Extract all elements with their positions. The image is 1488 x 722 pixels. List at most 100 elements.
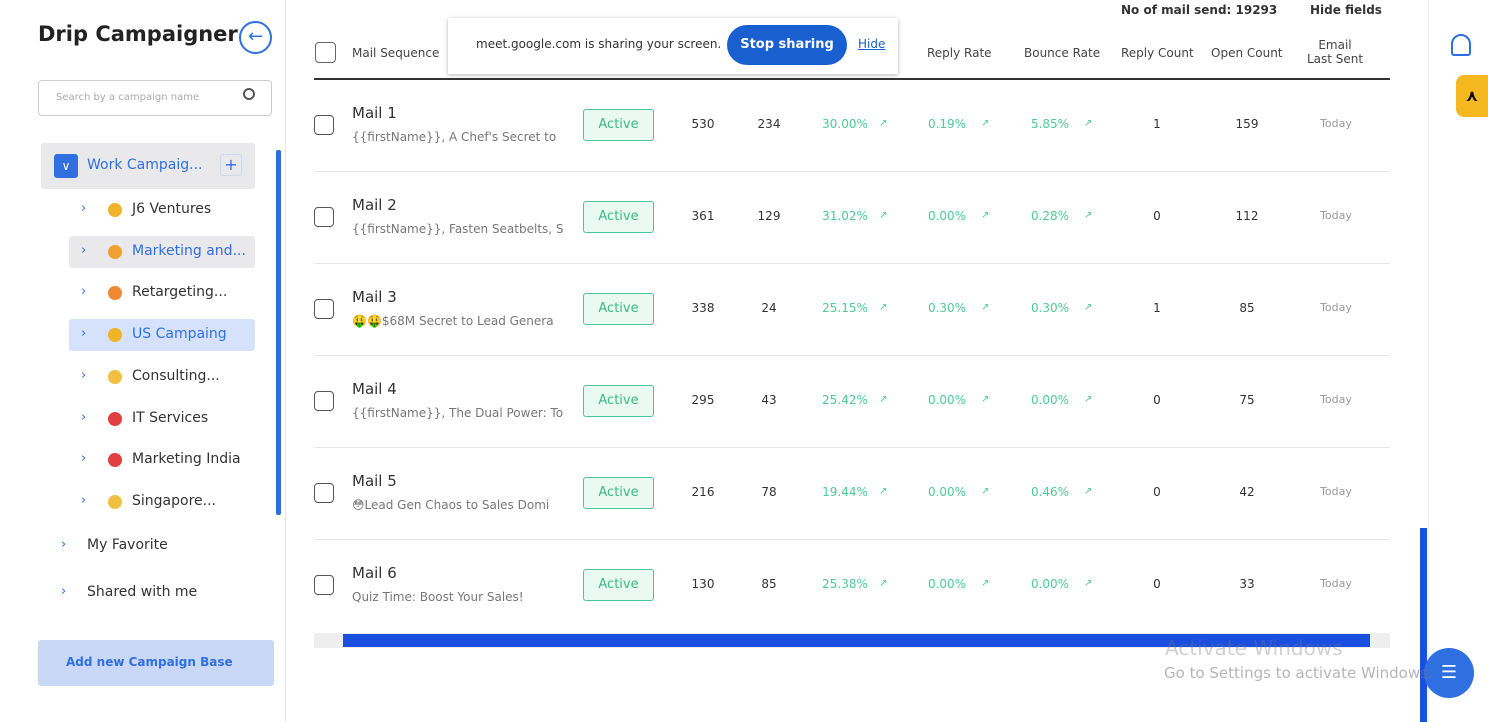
chevron: ›	[61, 537, 67, 552]
status-badge: Active	[583, 477, 654, 509]
bell-icon[interactable]	[1451, 34, 1471, 56]
trend-icon: ↗	[879, 578, 888, 589]
cell-6: 0.00%	[927, 485, 967, 499]
mail-preview: 😳Lead Gen Chaos to Sales Domi	[352, 498, 550, 512]
cell-10: Today	[1320, 577, 1352, 590]
row-divider	[314, 355, 1390, 356]
status-badge: Active	[583, 569, 654, 601]
cell-4: 85	[761, 577, 777, 591]
search-box[interactable]	[38, 80, 272, 116]
search-placeholder: Search by a campaign name	[56, 92, 200, 103]
emoji-icon	[108, 411, 122, 426]
search-icon	[243, 88, 255, 100]
mail-name[interactable]: Mail 5	[352, 472, 397, 490]
cell-9: 112	[1235, 209, 1259, 223]
campaign-item[interactable]: IT Services	[132, 409, 209, 426]
emoji-icon	[108, 453, 122, 468]
chat-button[interactable]: ☰	[1424, 648, 1474, 698]
campaign-item[interactable]: Marketing and...	[132, 242, 246, 259]
cell-5: 31.02%	[822, 209, 868, 223]
row-checkbox[interactable]	[314, 207, 334, 227]
section-item[interactable]: Shared with me	[87, 584, 198, 600]
cell-4: 78	[761, 485, 777, 499]
row-checkbox[interactable]	[314, 575, 334, 595]
stop-sharing[interactable]: Stop sharing	[727, 25, 847, 65]
trend-icon: ↗	[1084, 578, 1093, 589]
mail-name[interactable]: Mail 2	[352, 196, 397, 214]
trend-icon: ↗	[879, 210, 888, 221]
mail-count: No of mail send: 19293	[1121, 3, 1278, 17]
campaign-item[interactable]: Consulting...	[132, 367, 220, 384]
trend-icon: ↗	[879, 118, 888, 129]
campaign-item[interactable]: J6 Ventures	[132, 201, 212, 217]
cell-3: 361	[691, 209, 715, 223]
column-header: Reply Count	[1121, 46, 1194, 60]
cell-7: 0.28%	[1030, 209, 1070, 223]
cell-5: 25.38%	[822, 577, 868, 591]
banner-message: meet.google.com is sharing your screen.	[476, 37, 722, 51]
mail-name[interactable]: Mail 1	[352, 104, 397, 122]
hide-link[interactable]: Hide	[858, 37, 886, 51]
row-checkbox[interactable]	[314, 299, 334, 319]
cell-3: 530	[691, 117, 715, 131]
add-campaign-label: Add new Campaign Base	[66, 655, 233, 669]
cell-8: 1	[1153, 301, 1161, 315]
sidebar-title: Drip Campaigner	[38, 22, 238, 46]
cell-6: 0.00%	[927, 393, 967, 407]
emoji-icon	[108, 286, 122, 301]
chevron: ›	[81, 242, 87, 258]
row-checkbox[interactable]	[314, 483, 334, 503]
cell-6: 0.00%	[927, 209, 967, 223]
campaign-item[interactable]: Retargeting...	[132, 284, 228, 301]
row-divider	[314, 263, 1390, 264]
column-header: Email Last Sent	[1306, 38, 1364, 66]
cell-3: 216	[691, 485, 715, 499]
column-header: Bounce Rate	[1024, 46, 1101, 60]
row-checkbox[interactable]	[314, 115, 334, 135]
mail-name[interactable]: Mail 3	[352, 288, 397, 306]
trend-icon: ↗	[879, 302, 888, 313]
v-scroll-thumb	[1420, 528, 1427, 722]
cell-8: 1	[1153, 117, 1161, 131]
mail-preview: Quiz Time: Boost Your Sales!	[352, 590, 524, 604]
add-campaign-button[interactable]	[38, 640, 274, 686]
status-badge: Active	[583, 201, 654, 233]
trend-icon: ↗	[981, 302, 990, 313]
extension-tab[interactable]: ⋏	[1456, 75, 1488, 117]
cell-8: 0	[1153, 393, 1161, 407]
trend-icon: ↗	[1084, 486, 1093, 497]
h-scroll-thumb	[343, 634, 1370, 647]
collapse-button[interactable]: ←	[239, 21, 272, 54]
item-hover	[69, 235, 255, 268]
add-icon[interactable]: +	[220, 154, 242, 176]
row-divider	[314, 171, 1390, 172]
campaign-item[interactable]: US Campaing	[132, 326, 227, 343]
cell-10: Today	[1320, 117, 1352, 130]
section-item[interactable]: My Favorite	[87, 537, 168, 553]
chevron: ›	[81, 492, 87, 508]
campaign-item[interactable]: Marketing India	[132, 451, 241, 468]
mail-name[interactable]: Mail 4	[352, 380, 397, 398]
row-checkbox[interactable]	[314, 391, 334, 411]
mail-name[interactable]: Mail 6	[352, 564, 397, 582]
cell-7: 5.85%	[1030, 117, 1070, 131]
cell-5: 25.15%	[822, 301, 868, 315]
cell-6: 0.00%	[927, 577, 967, 591]
right-rail	[1428, 0, 1488, 722]
trend-icon: ↗	[981, 210, 990, 221]
campaign-item[interactable]: Singapore...	[132, 492, 216, 509]
hide-fields[interactable]: Hide fields	[1310, 3, 1382, 17]
cell-4: 234	[757, 117, 781, 131]
trend-icon: ↗	[879, 394, 888, 405]
item-selected	[69, 319, 255, 352]
mail-preview: {{firstName}}, The Dual Power: To	[352, 406, 564, 420]
chevron: ›	[81, 367, 87, 383]
select-all[interactable]	[315, 42, 336, 63]
status-badge: Active	[583, 385, 654, 417]
chevron: ›	[81, 409, 87, 425]
cell-9: 33	[1239, 577, 1255, 591]
chevron: ›	[81, 326, 87, 342]
cell-6: 0.19%	[927, 117, 967, 131]
cell-10: Today	[1320, 209, 1352, 222]
